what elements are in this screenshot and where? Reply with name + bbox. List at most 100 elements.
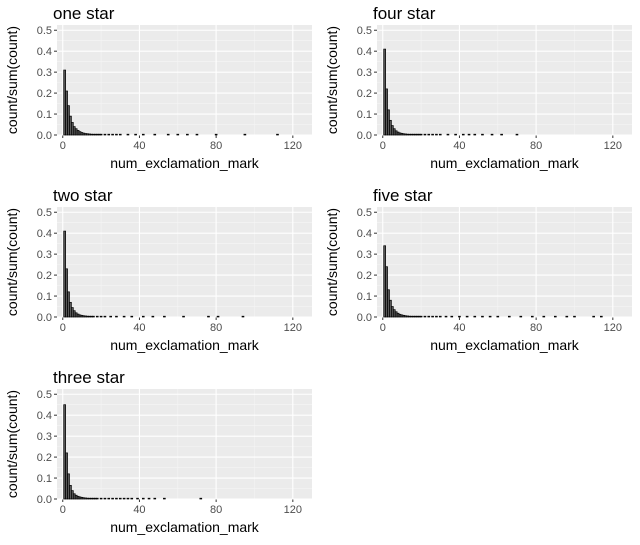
y-tick-label: 0.0 [37, 494, 52, 506]
y-tick-label: 0.5 [357, 207, 372, 219]
y-tick-label: 0.3 [357, 249, 372, 261]
x-tick-label: 0 [380, 322, 386, 334]
histogram-bar [182, 315, 185, 318]
histogram-bar [542, 315, 546, 318]
histogram-bar [515, 133, 519, 136]
histogram-bar [473, 315, 477, 318]
histogram-bar [151, 315, 155, 318]
histogram-bar [153, 497, 157, 500]
y-tick-label: 0.1 [357, 291, 372, 303]
histogram-bar [92, 315, 95, 318]
y-tick-label: 0.2 [357, 270, 372, 282]
histogram-bar [553, 315, 557, 318]
y-axis-label: count/sum(count) [4, 26, 20, 134]
y-tick-label: 0.0 [37, 312, 52, 324]
histogram-bar [186, 133, 189, 136]
x-tick-label: 40 [453, 140, 465, 152]
y-axis-label: count/sum(count) [4, 208, 20, 316]
histogram-bar [592, 315, 595, 318]
histogram-bar [530, 315, 534, 318]
histogram-bar [103, 133, 107, 136]
y-tick-label: 0.4 [37, 228, 52, 240]
y-tick-label: 0.1 [37, 473, 52, 485]
x-axis-label: num_exclamation_mark [430, 155, 580, 171]
panel-background [377, 207, 632, 317]
x-tick-label: 80 [530, 322, 542, 334]
panel-background [377, 25, 632, 135]
histogram-bar [276, 133, 279, 136]
histogram-bar [163, 315, 166, 318]
histogram-bar [99, 133, 103, 136]
panel-title: two star [53, 186, 113, 205]
histogram-bar [241, 315, 245, 318]
histogram-bar [600, 315, 603, 318]
panel-title: five star [373, 186, 433, 205]
histogram-bar [130, 315, 134, 318]
y-tick-label: 0.2 [37, 270, 52, 282]
y-tick-label: 0.0 [37, 130, 52, 142]
histogram-bar [136, 497, 139, 500]
histogram-bar [147, 497, 151, 500]
y-tick-label: 0.3 [357, 67, 372, 79]
histogram-bar [115, 133, 118, 136]
histogram-bar [423, 315, 427, 318]
histogram-bar [573, 315, 576, 318]
x-tick-label: 80 [210, 504, 222, 516]
histogram-bar [141, 497, 145, 500]
x-tick-label: 80 [210, 140, 222, 152]
histogram-bar [488, 315, 492, 318]
histogram-bar [115, 315, 118, 318]
histogram-bar [195, 133, 199, 136]
histogram-bar [461, 133, 465, 136]
y-tick-label: 0.0 [357, 130, 372, 142]
histogram-bar [115, 497, 118, 500]
y-tick-label: 0.2 [37, 88, 52, 100]
histogram-bar [95, 497, 99, 500]
histogram-bar [444, 315, 448, 318]
y-tick-label: 0.5 [37, 207, 52, 219]
histogram-bar [126, 133, 130, 136]
histogram-bar [431, 133, 434, 136]
histogram-bar [153, 133, 157, 136]
histogram-bar [122, 497, 126, 500]
histogram-bar [166, 133, 170, 136]
histogram-bar [243, 133, 247, 136]
x-axis-label: num_exclamation_mark [110, 337, 260, 353]
histogram-bar [122, 315, 126, 318]
panel-background [57, 25, 312, 135]
histogram-bar [427, 315, 431, 318]
y-axis-label: count/sum(count) [4, 390, 20, 498]
x-tick-label: 80 [210, 322, 222, 334]
x-tick-label: 120 [284, 140, 302, 152]
x-tick-label: 80 [530, 140, 542, 152]
histogram-bar [473, 133, 477, 136]
x-tick-label: 0 [60, 140, 66, 152]
y-tick-label: 0.4 [357, 228, 372, 240]
histogram-bar [126, 497, 130, 500]
panel-background [57, 207, 312, 317]
histogram-bar [111, 133, 114, 136]
panel-background [57, 389, 312, 499]
histogram-bar [565, 315, 569, 318]
y-axis-label: count/sum(count) [324, 26, 340, 134]
x-tick-label: 0 [60, 322, 66, 334]
histogram-bar [454, 133, 457, 136]
histogram-bar [519, 315, 523, 318]
histogram-bar [134, 133, 137, 136]
x-tick-label: 40 [133, 140, 145, 152]
x-tick-label: 40 [133, 322, 145, 334]
histogram-bar [427, 133, 431, 136]
histogram-bar [111, 497, 114, 500]
histogram-bar [141, 315, 145, 318]
histogram-bar [435, 315, 438, 318]
histogram-bar [141, 133, 145, 136]
x-tick-label: 40 [453, 322, 465, 334]
y-tick-label: 0.2 [357, 88, 372, 100]
histogram-bar [435, 133, 438, 136]
x-tick-label: 120 [604, 140, 622, 152]
